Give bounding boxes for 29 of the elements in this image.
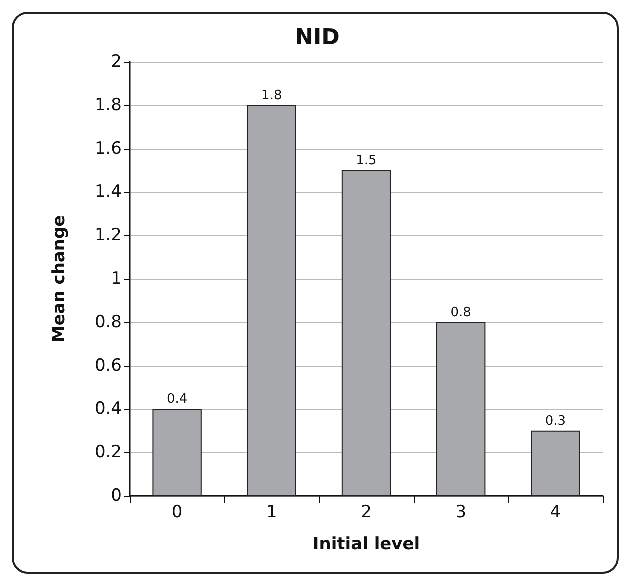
y-tick-label: 1.8	[94, 95, 122, 116]
x-tick-label: 0	[172, 502, 183, 522]
y-tick-label: 1	[111, 269, 122, 289]
x-tick-label: 1	[266, 502, 278, 522]
y-tick-label: 1.6	[94, 138, 122, 159]
data-label: 1.5	[356, 154, 377, 168]
data-label: 0.8	[450, 305, 472, 320]
y-tick-label: 0	[111, 486, 122, 506]
data-label: 0.4	[166, 392, 188, 408]
y-tick-label: 1.4	[94, 182, 122, 202]
bar	[247, 105, 296, 496]
y-axis-title: Mean change	[50, 215, 70, 343]
bar	[152, 409, 202, 496]
y-tick-label: 1.2	[94, 226, 122, 246]
chart-title: NID	[295, 26, 340, 50]
x-tick-label: 3	[456, 502, 467, 522]
y-tick-label: 0.2	[94, 442, 122, 463]
y-tick-label: 0.6	[94, 356, 122, 376]
y-tick-label: 2	[111, 52, 122, 72]
x-axis-title: Initial level	[312, 534, 420, 554]
x-tick-label: 4	[550, 502, 562, 522]
data-label: 0.3	[545, 414, 566, 429]
data-label: 1.8	[262, 88, 282, 104]
bar	[531, 430, 580, 496]
bar	[436, 322, 486, 496]
x-tick-label: 2	[361, 502, 372, 522]
y-tick-label: 0.4	[94, 399, 122, 420]
bar	[342, 170, 392, 496]
y-tick-label: 0.8	[94, 312, 122, 332]
